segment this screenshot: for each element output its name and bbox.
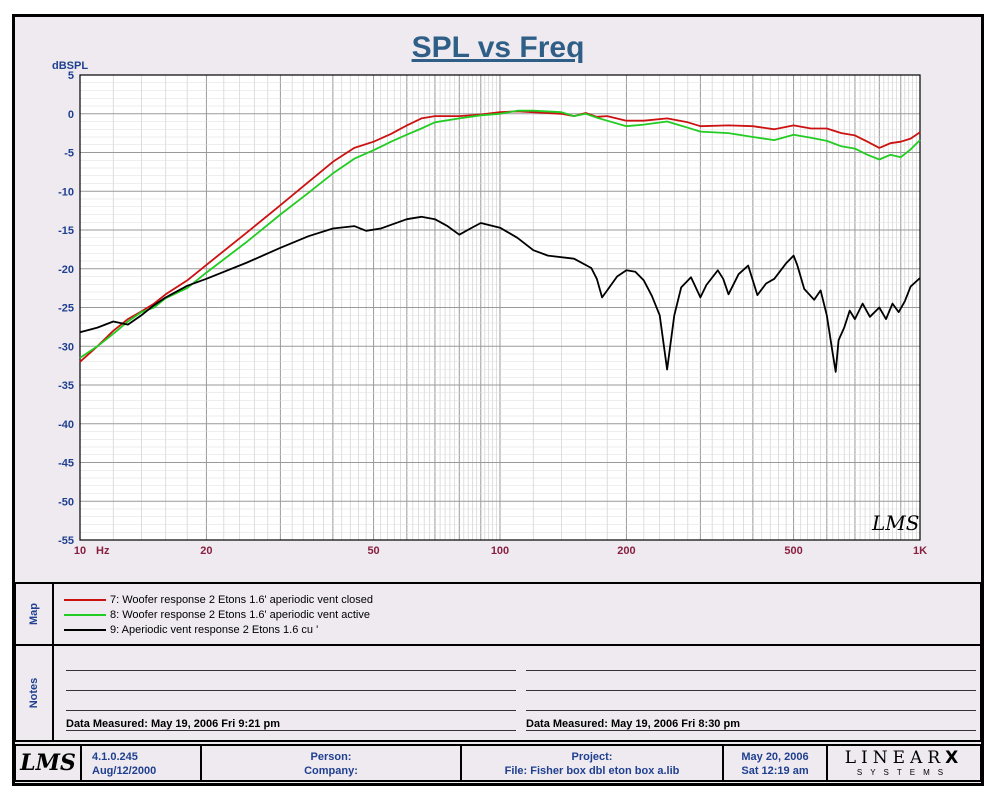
note-line (66, 690, 516, 691)
map-section: Map 7: Woofer response 2 Etons 1.6' aper… (14, 582, 982, 646)
footer: LMS 4.1.0.245 Aug/12/2000 Person: Compan… (14, 744, 982, 782)
y-tick-label: -5 (64, 148, 74, 160)
y-tick-label: -25 (58, 303, 74, 315)
y-tick-label: -20 (58, 264, 74, 276)
map-label: Map (28, 603, 40, 625)
x-tick-label: 50 (367, 545, 379, 557)
footer-project-cell: Project: File: Fisher box dbl eton box a… (462, 746, 724, 780)
legend-entry-7: 7: Woofer response 2 Etons 1.6' aperiodi… (64, 592, 373, 607)
notes-section: Notes Data Measured: May 19, 2006 Fri 9:… (14, 644, 982, 742)
legend-entry-8: 8: Woofer response 2 Etons 1.6' aperiodi… (64, 607, 370, 622)
series-line-8 (79, 109, 921, 359)
note-line (66, 670, 516, 671)
x-tick-label: 1K (913, 545, 927, 557)
x-axis-unit-label: Hz (96, 545, 110, 557)
plot-border (79, 74, 921, 541)
brand-linear: LINEAR (844, 748, 946, 768)
footer-brand-cell: LINEARX SYSTEMS (828, 746, 980, 780)
note-line (526, 710, 976, 711)
note-line (66, 710, 516, 711)
y-tick-label: 0 (68, 109, 74, 121)
x-tick-label: 500 (784, 545, 802, 557)
version-date: Aug/12/2000 (92, 765, 157, 777)
project-label: Project: (571, 751, 613, 763)
project-file: File: Fisher box dbl eton box a.lib (504, 765, 680, 777)
legend-label: 9: Aperiodic vent response 2 Etons 1.6 c… (110, 623, 319, 636)
note-line (526, 730, 976, 731)
map-label-cell: Map (16, 584, 54, 644)
brand-x: X (945, 748, 964, 768)
right-data-measured: Data Measured: May 19, 2006 Fri 8:30 pm (526, 718, 740, 730)
brand-systems: SYSTEMS (856, 768, 952, 777)
brand-logo: LINEARX (828, 748, 980, 768)
footer-version-cell: 4.1.0.245 Aug/12/2000 (82, 746, 202, 780)
y-tick-label: -50 (58, 496, 74, 508)
y-tick-label: -40 (58, 419, 74, 431)
legend-label: 8: Woofer response 2 Etons 1.6' aperiodi… (110, 608, 370, 621)
note-line (526, 670, 976, 671)
legend-entry-9: 9: Aperiodic vent response 2 Etons 1.6 c… (64, 622, 318, 637)
legend-swatch-black (64, 628, 106, 631)
x-tick-label: 20 (200, 545, 212, 557)
chart-title: SPL vs Freq (411, 31, 585, 64)
footer-date-cell: May 20, 2006 Sat 12:19 am (724, 746, 828, 780)
x-tick-label: 200 (617, 545, 635, 557)
y-axis-label: dBSPL (52, 60, 88, 72)
legend-swatch-green (64, 613, 106, 616)
note-line (526, 690, 976, 691)
y-tick-label: 5 (68, 70, 74, 82)
notes-label: Notes (28, 677, 40, 709)
series-line-9 (79, 215, 921, 373)
note-line (66, 730, 516, 731)
lms-watermark: LMS (871, 511, 919, 535)
footer-date: May 20, 2006 (741, 751, 809, 763)
legend-label: 7: Woofer response 2 Etons 1.6' aperiodi… (110, 593, 373, 606)
footer-time: Sat 12:19 am (741, 765, 809, 777)
company-label: Company: (304, 765, 358, 777)
person-label: Person: (310, 751, 352, 763)
footer-person-cell: Person: Company: (202, 746, 462, 780)
notes-label-cell: Notes (16, 646, 54, 740)
y-tick-label: -30 (58, 341, 74, 353)
footer-logo-cell: LMS (16, 746, 82, 780)
lms-logo: LMS (20, 750, 76, 776)
left-data-measured: Data Measured: May 19, 2006 Fri 9:21 pm (66, 718, 280, 730)
version-number: 4.1.0.245 (92, 751, 138, 763)
legend-swatch-red (64, 598, 106, 601)
y-tick-label: -35 (58, 380, 74, 392)
y-tick-label: -15 (58, 225, 74, 237)
y-tick-label: -10 (58, 186, 74, 198)
y-tick-label: -55 (58, 535, 74, 547)
x-tick-label: 10 (74, 545, 86, 557)
x-tick-label: 100 (491, 545, 509, 557)
series-line-7 (79, 110, 921, 363)
y-tick-label: -45 (58, 458, 74, 470)
